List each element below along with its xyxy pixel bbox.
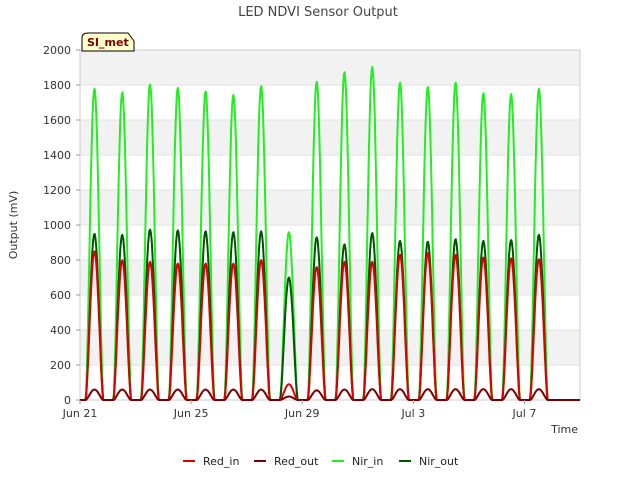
plot-background-bands xyxy=(80,50,580,365)
y-tick-label: 400 xyxy=(50,324,71,337)
y-tick-label: 1800 xyxy=(43,79,71,92)
x-tick-label: Jul 7 xyxy=(512,407,537,420)
y-tick-label: 2000 xyxy=(43,44,71,57)
x-tick-label: Jun 29 xyxy=(284,407,320,420)
y-tick-label: 1400 xyxy=(43,149,71,162)
plot-band xyxy=(80,260,580,295)
legend: Red_in Red_out Nir_in Nir_out xyxy=(183,455,459,468)
x-tick-label: Jul 3 xyxy=(400,407,425,420)
plot-band xyxy=(80,120,580,155)
y-tick-label: 600 xyxy=(50,289,71,302)
x-axis-ticks: Jun 21 Jun 25 Jun 29 Jul 3 Jul 7 xyxy=(62,400,537,420)
legend-item-red-in: Red_in xyxy=(183,455,239,468)
grid-lines xyxy=(80,49,580,401)
y-tick-label: 1000 xyxy=(43,219,71,232)
site-tag-box xyxy=(81,32,135,52)
legend-label: Nir_out xyxy=(419,455,459,468)
y-tick-label: 1600 xyxy=(43,114,71,127)
site-tag: SI_met xyxy=(81,32,135,52)
plot-band xyxy=(80,50,580,85)
y-axis-ticks: 0 200 400 600 800 1000 1200 1400 1600 1800 2000 xyxy=(43,44,80,407)
y-tick-label: 800 xyxy=(50,254,71,267)
legend-item-red-out: Red_out xyxy=(254,455,319,468)
x-axis-label: Time xyxy=(550,423,578,436)
legend-item-nir-in: Nir_in xyxy=(332,455,383,468)
legend-item-nir-out: Nir_out xyxy=(399,455,459,468)
y-tick-label: 200 xyxy=(50,359,71,372)
y-tick-label: 1200 xyxy=(43,184,71,197)
series-line-red-out xyxy=(79,388,581,401)
site-tag-label: SI_met xyxy=(87,36,129,49)
plot-band xyxy=(80,190,580,225)
chart-title: LED NDVI Sensor Output xyxy=(238,5,398,20)
legend-label: Nir_in xyxy=(352,455,383,468)
legend-label: Red_in xyxy=(203,455,239,468)
x-tick-label: Jun 21 xyxy=(62,407,98,420)
y-tick-label: 0 xyxy=(64,394,71,407)
x-tick-label: Jun 25 xyxy=(173,407,209,420)
y-axis-label: Output (mV) xyxy=(7,191,20,260)
series-layer xyxy=(79,66,581,401)
legend-label: Red_out xyxy=(274,455,319,468)
plot-band xyxy=(80,330,580,365)
